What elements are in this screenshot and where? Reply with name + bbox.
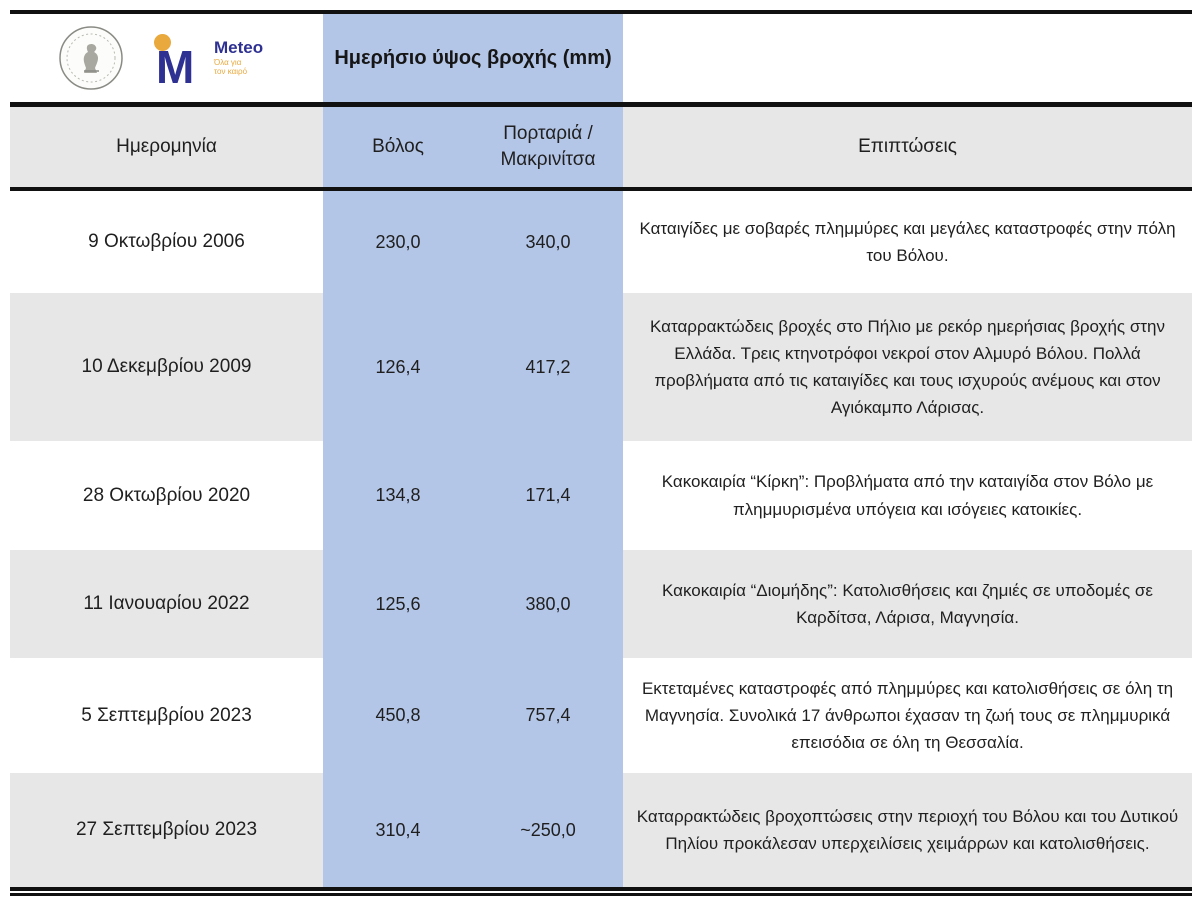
date-cell: 27 Σεπτεμβρίου 2023 xyxy=(10,773,323,887)
column-header-volos: Βόλος xyxy=(323,107,473,187)
date-cell: 11 Ιανουαρίου 2022 xyxy=(10,550,323,658)
logo-row-spacer xyxy=(623,14,1192,102)
logo-row: M Meteo Όλα για τον καιρό Ημερήσιο ύψος … xyxy=(10,14,1192,107)
rainfall-table: M Meteo Όλα για τον καιρό Ημερήσιο ύψος … xyxy=(10,10,1192,896)
table-row: 11 Ιανουαρίου 2022 125,6 380,0 Κακοκαιρί… xyxy=(10,550,1192,658)
table-title: Ημερήσιο ύψος βροχής (mm) xyxy=(323,14,623,102)
meteo-slogan-line2: τον καιρό xyxy=(214,67,248,77)
portaria-value-cell: 417,2 xyxy=(473,293,623,441)
column-header-row: Ημερομηνία Βόλος Πορταριά / Μακρινίτσα Ε… xyxy=(10,107,1192,191)
table-body: 9 Οκτωβρίου 2006 230,0 340,0 Καταιγίδες … xyxy=(10,191,1192,887)
portaria-value-cell: 340,0 xyxy=(473,191,623,293)
effects-cell: Καταρρακτώδεις βροχοπτώσεις στην περιοχή… xyxy=(623,773,1192,887)
date-cell: 10 Δεκεμβρίου 2009 xyxy=(10,293,323,441)
volos-value-cell: 450,8 xyxy=(323,658,473,773)
portaria-value-cell: 380,0 xyxy=(473,550,623,658)
table-row: 28 Οκτωβρίου 2020 134,8 171,4 Κακοκαιρία… xyxy=(10,441,1192,550)
volos-value-cell: 134,8 xyxy=(323,441,473,550)
meteo-m-icon: M xyxy=(154,32,206,90)
effects-cell: Καταρρακτώδεις βροχές στο Πήλιο με ρεκόρ… xyxy=(623,293,1192,441)
meteo-logo: M Meteo Όλα για τον καιρό xyxy=(154,32,264,90)
effects-cell: Καταιγίδες με σοβαρές πλημμύρες και μεγά… xyxy=(639,218,1176,265)
column-header-portaria: Πορταριά / Μακρινίτσα xyxy=(473,107,623,187)
effects-cell: Κακοκαιρία “Κίρκη”: Προβλήματα από την κ… xyxy=(661,472,1154,519)
effects-cell: Κακοκαιρία “Διομήδης”: Κατολισθήσεις και… xyxy=(623,550,1192,658)
meteo-dot-icon xyxy=(154,34,171,51)
logos-cell: M Meteo Όλα για τον καιρό xyxy=(10,14,323,102)
table-row: 10 Δεκεμβρίου 2009 126,4 417,2 Καταρρακτ… xyxy=(10,293,1192,441)
volos-value-cell: 126,4 xyxy=(323,293,473,441)
table-row: 9 Οκτωβρίου 2006 230,0 340,0 Καταιγίδες … xyxy=(10,191,1192,293)
effects-cell: Εκτεταμένες καταστροφές από πλημμύρες κα… xyxy=(641,678,1174,753)
column-header-effects: Επιπτώσεις xyxy=(623,107,1192,187)
volos-value-cell: 230,0 xyxy=(323,191,473,293)
date-cell: 9 Οκτωβρίου 2006 xyxy=(88,231,245,252)
date-cell: 28 Οκτωβρίου 2020 xyxy=(82,484,251,506)
observatory-seal-icon xyxy=(59,26,123,90)
meteo-slogan-line1: Όλα για xyxy=(214,57,242,67)
portaria-value-cell: 171,4 xyxy=(473,441,623,550)
portaria-value-cell: 757,4 xyxy=(473,658,623,773)
volos-value-cell: 125,6 xyxy=(323,550,473,658)
table-row: 27 Σεπτεμβρίου 2023 310,4 ~250,0 Καταρρα… xyxy=(10,773,1192,887)
meteo-wordmark: Meteo xyxy=(214,38,264,58)
table-bottom-border xyxy=(10,887,1192,896)
date-cell: 5 Σεπτεμβρίου 2023 xyxy=(81,704,252,726)
portaria-value-cell: ~250,0 xyxy=(473,773,623,887)
volos-value-cell: 310,4 xyxy=(323,773,473,887)
column-header-date: Ημερομηνία xyxy=(10,107,323,187)
table-row: 5 Σεπτεμβρίου 2023 450,8 757,4 Εκτεταμέν… xyxy=(10,658,1192,773)
